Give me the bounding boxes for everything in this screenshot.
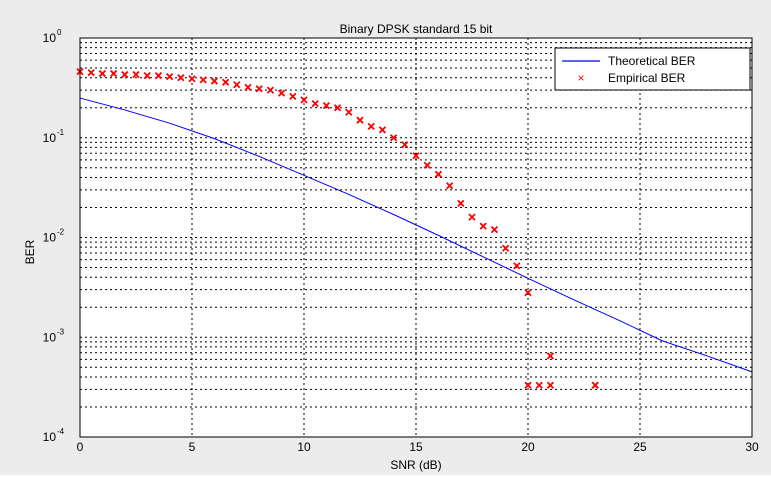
legend: Theoretical BER × Empirical BER xyxy=(554,47,751,91)
legend-empirical-label: Empirical BER xyxy=(608,71,686,85)
empirical-ber-marker xyxy=(479,222,487,230)
empirical-ber-marker xyxy=(345,108,353,116)
x-tick-label: 25 xyxy=(633,440,647,454)
y-tick-label: 10 xyxy=(43,131,57,145)
empirical-ber-marker xyxy=(109,69,118,78)
empirical-ber-marker xyxy=(233,81,241,89)
empirical-ber-marker xyxy=(546,381,555,389)
x-tick-labels: 0 5 10 15 20 25 30 xyxy=(77,440,759,454)
empirical-ber-marker xyxy=(210,77,219,85)
empirical-ber-marker xyxy=(401,141,409,149)
theoretical-ber-line xyxy=(79,97,753,373)
legend-box xyxy=(554,47,751,91)
empirical-ber-marker xyxy=(468,213,476,221)
series-markers xyxy=(76,68,599,389)
empirical-ber-marker xyxy=(524,289,532,297)
empirical-ber-marker xyxy=(244,83,252,91)
empirical-ber-marker xyxy=(501,244,510,252)
empirical-ber-marker xyxy=(423,161,431,169)
chart-title: Binary DPSK standard 15 bit xyxy=(340,22,493,36)
x-tick-label: 20 xyxy=(521,440,535,454)
empirical-ber-marker xyxy=(311,99,319,108)
y-tick-exponent: -2 xyxy=(57,228,65,237)
x-axis-label: SNR (dB) xyxy=(390,458,441,472)
empirical-ber-marker xyxy=(277,89,286,97)
empirical-ber-marker xyxy=(322,101,331,110)
empirical-ber-marker xyxy=(177,74,185,82)
legend-theoretical-label: Theoretical BER xyxy=(608,54,696,68)
empirical-ber-marker xyxy=(513,262,521,270)
empirical-ber-marker xyxy=(333,104,342,112)
empirical-ber-marker xyxy=(289,92,297,100)
empirical-ber-marker xyxy=(434,170,443,178)
empirical-ber-marker xyxy=(165,72,174,81)
y-tick-exponent: -4 xyxy=(57,427,65,436)
empirical-ber-marker xyxy=(356,116,364,124)
series-lines xyxy=(79,97,753,373)
y-axis-label: BER xyxy=(23,239,37,264)
empirical-ber-marker xyxy=(524,381,532,389)
axes-box xyxy=(79,37,753,438)
empirical-ber-marker xyxy=(300,96,308,104)
empirical-ber-marker xyxy=(490,225,499,234)
x-tick-label: 10 xyxy=(297,440,311,454)
empirical-ber-marker xyxy=(143,71,151,80)
y-tick-label: 10 xyxy=(43,231,57,245)
empirical-ber-marker xyxy=(266,86,275,94)
y-tick-label: 10 xyxy=(43,330,57,344)
empirical-ber-marker xyxy=(535,381,543,389)
y-tick-exponent: -1 xyxy=(57,128,65,137)
empirical-ber-marker xyxy=(199,76,207,84)
empirical-ber-marker xyxy=(546,352,555,360)
empirical-ber-marker xyxy=(132,70,140,79)
empirical-ber-marker xyxy=(221,78,230,86)
empirical-ber-marker xyxy=(412,152,420,160)
x-tick-label: 15 xyxy=(409,440,423,454)
legend-empirical-swatch: × xyxy=(577,71,584,85)
grid-lines xyxy=(80,38,752,437)
x-tick-label: 0 xyxy=(77,440,84,454)
x-tick-label: 30 xyxy=(745,440,759,454)
y-tick-label: 10 xyxy=(43,31,57,45)
y-tick-exponent: 0 xyxy=(57,28,62,37)
empirical-ber-marker xyxy=(154,71,163,80)
empirical-ber-marker xyxy=(188,75,196,83)
empirical-ber-marker xyxy=(457,199,465,207)
empirical-ber-marker xyxy=(445,182,454,190)
empirical-ber-marker xyxy=(255,85,263,93)
empirical-ber-marker xyxy=(389,134,398,142)
y-tick-exponent: -3 xyxy=(57,327,65,336)
empirical-ber-marker xyxy=(591,381,599,389)
empirical-ber-marker xyxy=(378,126,387,134)
empirical-ber-marker xyxy=(87,68,95,77)
empirical-ber-marker xyxy=(121,70,129,79)
y-tick-label: 10 xyxy=(43,430,57,444)
x-tick-label: 5 xyxy=(189,440,196,454)
empirical-ber-marker xyxy=(367,122,375,131)
empirical-ber-marker xyxy=(98,69,107,78)
